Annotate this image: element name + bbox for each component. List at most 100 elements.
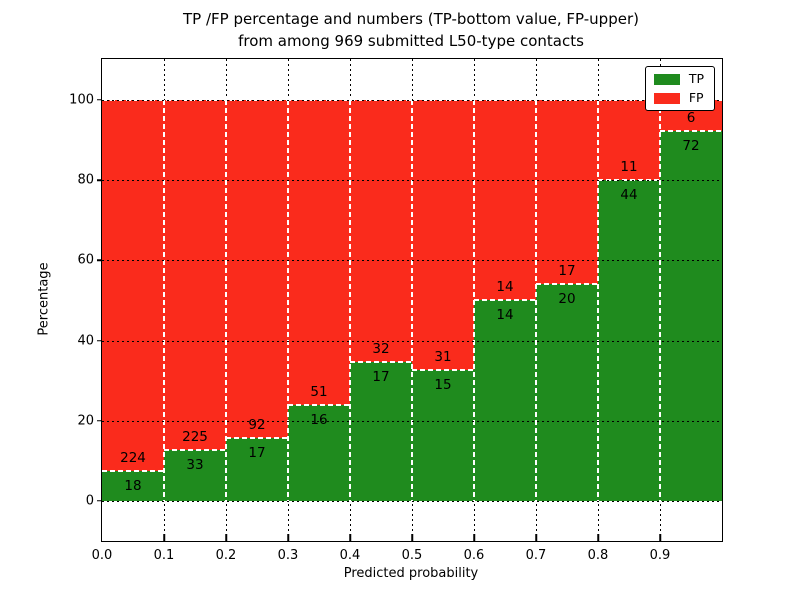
horizontal-gridline bbox=[102, 99, 722, 101]
tp-bar-segment bbox=[350, 361, 412, 501]
tp-bar-segment bbox=[598, 180, 660, 501]
x-tick-mark bbox=[597, 534, 599, 541]
fp-legend-swatch bbox=[653, 92, 680, 104]
x-tick-mark bbox=[411, 534, 413, 541]
tp-count-label: 72 bbox=[682, 137, 700, 154]
tp-count-label: 16 bbox=[310, 412, 328, 429]
fp-count-label: 14 bbox=[496, 279, 514, 296]
y-tick-mark bbox=[96, 339, 101, 342]
tp-bar-segment bbox=[660, 130, 722, 501]
y-tick-label: 0 bbox=[85, 493, 94, 509]
bar-separator bbox=[225, 99, 227, 501]
x-tick-mark bbox=[225, 534, 227, 541]
x-tick-mark bbox=[349, 534, 351, 541]
y-tick-mark bbox=[96, 420, 101, 422]
tp-bar-segment bbox=[102, 471, 164, 501]
bar-separator bbox=[535, 99, 537, 501]
chart-title: TP /FP percentage and numbers (TP-bottom… bbox=[183, 8, 639, 52]
y-tick-label: 80 bbox=[77, 172, 94, 188]
fp-bar-segment bbox=[102, 99, 164, 472]
tp-count-label: 14 bbox=[496, 307, 514, 324]
legend-item-fp: FP bbox=[653, 90, 704, 105]
x-tick-mark bbox=[659, 534, 661, 541]
x-tick-label: 0.1 bbox=[153, 548, 175, 563]
tp-count-label: 17 bbox=[248, 445, 266, 462]
bar-boundary-edge bbox=[164, 448, 226, 451]
bar-boundary-edge bbox=[226, 437, 288, 440]
horizontal-gridline bbox=[102, 340, 722, 342]
y-tick-mark bbox=[96, 259, 101, 262]
x-tick-label: 0.7 bbox=[525, 548, 547, 563]
bar-boundary-edge bbox=[412, 369, 474, 372]
bar-separator bbox=[597, 99, 599, 501]
x-tick-label: 0.8 bbox=[587, 548, 609, 563]
tp-count-label: 17 bbox=[372, 368, 390, 385]
fp-count-label: 225 bbox=[182, 428, 208, 445]
fp-bar-segment bbox=[412, 99, 474, 371]
chart-title-line2: from among 969 submitted L50-type contac… bbox=[238, 32, 584, 50]
x-tick-label: 0.5 bbox=[401, 548, 423, 563]
x-tick-mark bbox=[473, 534, 475, 541]
bar-boundary-edge bbox=[536, 283, 598, 286]
tp-count-label: 18 bbox=[124, 478, 142, 495]
tp-bar-segment bbox=[164, 449, 226, 501]
bar-separator bbox=[349, 99, 351, 501]
tp-legend-swatch bbox=[653, 73, 680, 85]
fp-bar-segment bbox=[288, 99, 350, 406]
fp-count-label: 11 bbox=[620, 159, 638, 176]
x-tick-label: 0.0 bbox=[91, 548, 113, 563]
fp-count-label: 51 bbox=[310, 384, 328, 401]
y-tick-label: 20 bbox=[77, 413, 94, 429]
tp-legend-label: TP bbox=[688, 71, 704, 86]
tp-bar-segment bbox=[412, 370, 474, 501]
bar-boundary-edge bbox=[660, 129, 722, 132]
fp-bar-segment bbox=[536, 99, 598, 285]
x-tick-label: 0.2 bbox=[215, 548, 237, 563]
x-tick-label: 0.4 bbox=[339, 548, 361, 563]
horizontal-gridline bbox=[102, 420, 722, 422]
fp-bar-segment bbox=[350, 99, 412, 362]
horizontal-gridline bbox=[102, 180, 722, 182]
tp-bar-segment bbox=[474, 300, 536, 501]
fp-bar-segment bbox=[474, 99, 536, 301]
x-tick-label: 0.6 bbox=[463, 548, 485, 563]
legend: TP FP bbox=[644, 66, 715, 111]
y-tick-mark bbox=[96, 99, 101, 101]
fp-count-label: 17 bbox=[558, 263, 576, 280]
fp-legend-label: FP bbox=[688, 90, 704, 105]
plot-area: TP FP 224 18 225 33 92 17 51 16 32 17 31 15 14 14 17 20… bbox=[69, 58, 723, 563]
y-tick-label: 100 bbox=[69, 92, 94, 108]
tp-count-label: 33 bbox=[186, 456, 204, 473]
fp-bar-segment bbox=[598, 99, 660, 181]
chart-title-line1: TP /FP percentage and numbers (TP-bottom… bbox=[183, 10, 639, 28]
fp-bar-segment bbox=[164, 99, 226, 450]
tp-count-label: 44 bbox=[620, 187, 638, 204]
y-tick-mark bbox=[96, 500, 101, 502]
bar-separator bbox=[473, 99, 475, 501]
bar-boundary-edge bbox=[288, 404, 350, 407]
bar-separator bbox=[659, 99, 661, 501]
fp-count-label: 224 bbox=[120, 450, 146, 467]
legend-item-tp: TP bbox=[653, 71, 704, 86]
x-tick-label: 0.3 bbox=[277, 548, 299, 563]
y-axis-label: Percentage bbox=[36, 262, 52, 336]
horizontal-gridline bbox=[102, 260, 722, 262]
fp-count-label: 92 bbox=[248, 417, 266, 434]
x-tick-mark bbox=[535, 534, 537, 541]
tp-bar-segment bbox=[536, 284, 598, 501]
x-tick-label: 0.9 bbox=[649, 548, 671, 563]
horizontal-gridline bbox=[102, 500, 722, 502]
bar-separator bbox=[411, 99, 413, 501]
bar-boundary-edge bbox=[474, 299, 536, 302]
fp-bar-segment bbox=[226, 99, 288, 439]
y-tick-label: 60 bbox=[77, 252, 94, 268]
bar-separator bbox=[287, 99, 289, 501]
bar-separator bbox=[163, 99, 165, 501]
fp-count-label: 32 bbox=[372, 340, 390, 357]
x-axis-label: Predicted probability bbox=[343, 566, 479, 581]
bar-boundary-edge bbox=[102, 470, 164, 473]
x-tick-mark bbox=[287, 534, 289, 541]
fp-count-label: 6 bbox=[686, 109, 696, 126]
bar-boundary-edge bbox=[350, 360, 412, 363]
